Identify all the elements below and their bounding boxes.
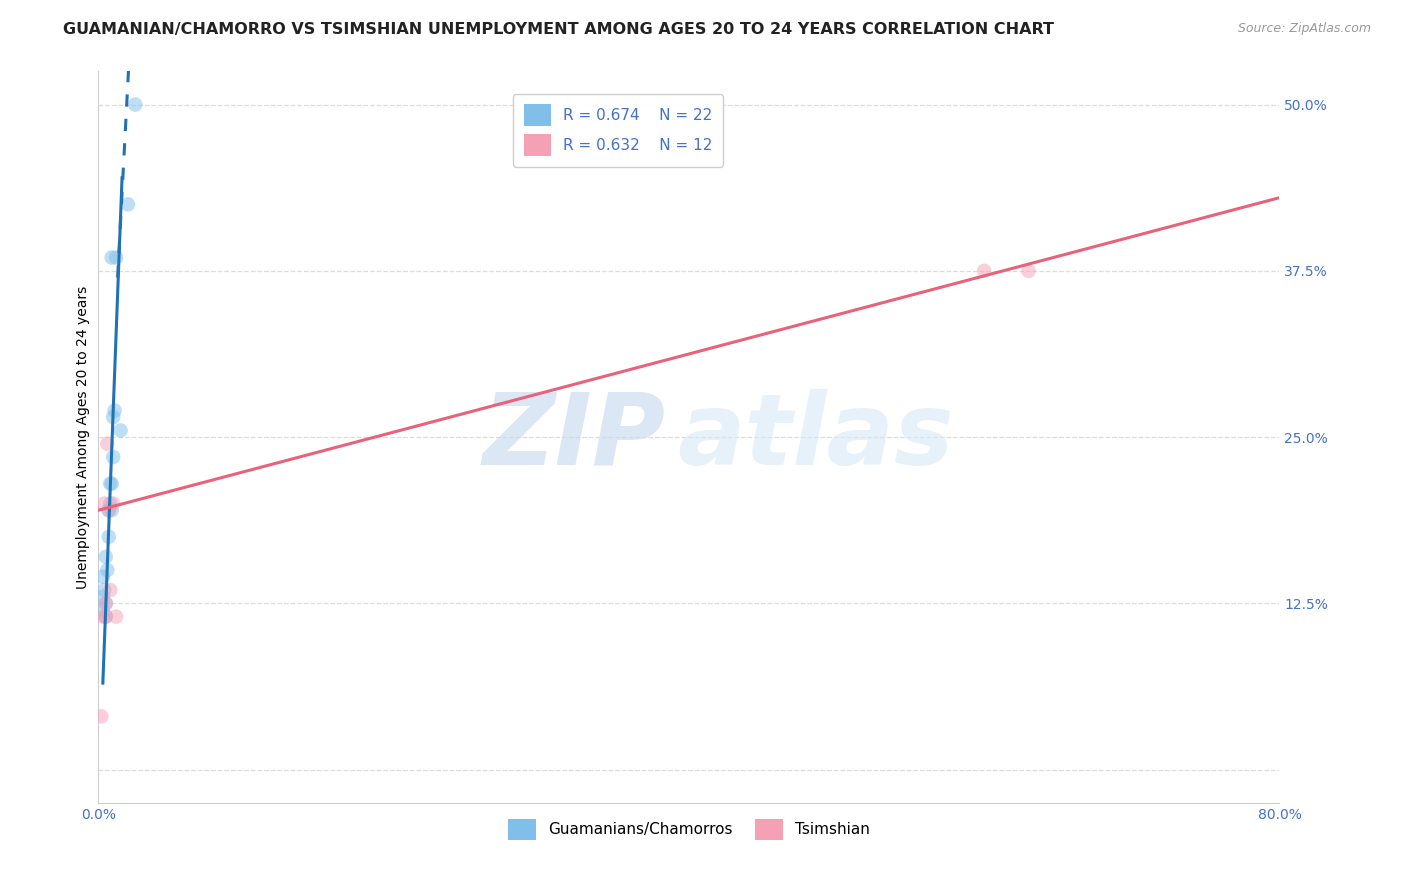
- Point: [105, 251, 128, 265]
- Point: [98, 476, 121, 491]
- Point: [91, 603, 114, 617]
- Point: [97, 503, 120, 517]
- Point: [110, 424, 132, 438]
- Point: [96, 563, 118, 577]
- Point: [94, 609, 117, 624]
- Text: ZIP: ZIP: [482, 389, 665, 485]
- Point: [94, 596, 117, 610]
- Text: GUAMANIAN/CHAMORRO VS TSIMSHIAN UNEMPLOYMENT AMONG AGES 20 TO 24 YEARS CORRELATI: GUAMANIAN/CHAMORRO VS TSIMSHIAN UNEMPLOY…: [63, 22, 1054, 37]
- Point: [93, 497, 115, 511]
- Point: [100, 503, 122, 517]
- Point: [98, 582, 121, 597]
- Point: [117, 197, 139, 211]
- Text: atlas: atlas: [678, 389, 953, 485]
- Text: Source: ZipAtlas.com: Source: ZipAtlas.com: [1237, 22, 1371, 36]
- Point: [100, 476, 122, 491]
- Point: [94, 596, 117, 610]
- Point: [104, 403, 127, 417]
- Point: [105, 609, 128, 624]
- Point: [90, 709, 112, 723]
- Point: [94, 609, 117, 624]
- Legend: Guamanians/Chamorros, Tsimshian: Guamanians/Chamorros, Tsimshian: [502, 813, 876, 847]
- Point: [93, 582, 115, 597]
- Point: [91, 609, 114, 624]
- Point: [103, 497, 125, 511]
- Point: [96, 436, 118, 450]
- Point: [100, 251, 122, 265]
- Point: [91, 590, 114, 604]
- Point: [103, 410, 125, 425]
- Point: [124, 97, 146, 112]
- Point: [94, 549, 117, 564]
- Y-axis label: Unemployment Among Ages 20 to 24 years: Unemployment Among Ages 20 to 24 years: [76, 285, 90, 589]
- Point: [91, 570, 114, 584]
- Point: [103, 450, 125, 464]
- Point: [97, 530, 120, 544]
- Point: [98, 497, 121, 511]
- Point: [97, 503, 120, 517]
- Point: [973, 264, 995, 278]
- Point: [1018, 264, 1040, 278]
